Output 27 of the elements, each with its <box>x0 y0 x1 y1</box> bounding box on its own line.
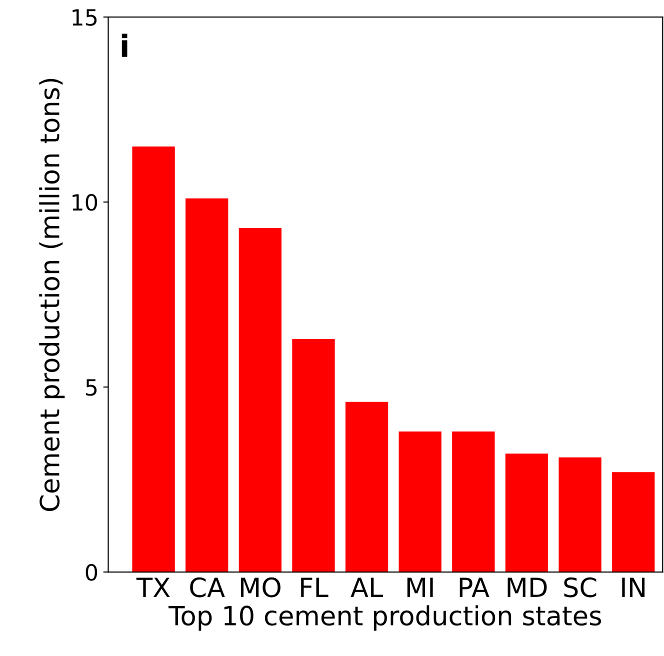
y-tick-label: 0 <box>86 564 98 581</box>
x-tick-label: IN <box>622 578 645 597</box>
bar <box>292 338 335 572</box>
bar <box>452 431 495 572</box>
y-tick-label: 5 <box>86 379 97 396</box>
bar <box>505 454 548 572</box>
x-tick-label: SC <box>564 577 596 598</box>
x-tick-label: PA <box>460 578 490 597</box>
bar <box>612 472 655 572</box>
x-axis-title: Top 10 cement production states <box>168 605 602 631</box>
x-tick-label: MD <box>508 578 547 597</box>
bar <box>186 198 228 572</box>
y-axis-title: Cement production (million tons) <box>39 78 65 512</box>
y-tick-label: 15 <box>72 9 97 26</box>
x-tick-label: MI <box>407 578 433 597</box>
bar <box>238 228 282 572</box>
bar <box>345 402 388 572</box>
x-tick-label: TX <box>136 578 170 597</box>
x-tick-label: FL <box>301 578 328 597</box>
y-tick-label: 10 <box>72 194 98 211</box>
x-tick-label: AL <box>350 578 384 597</box>
annotation: i <box>122 34 128 57</box>
x-tick-label: MO <box>240 577 280 598</box>
bar <box>132 146 175 572</box>
bar <box>558 457 602 572</box>
bar <box>398 431 442 572</box>
x-tick-label: CA <box>190 577 225 598</box>
